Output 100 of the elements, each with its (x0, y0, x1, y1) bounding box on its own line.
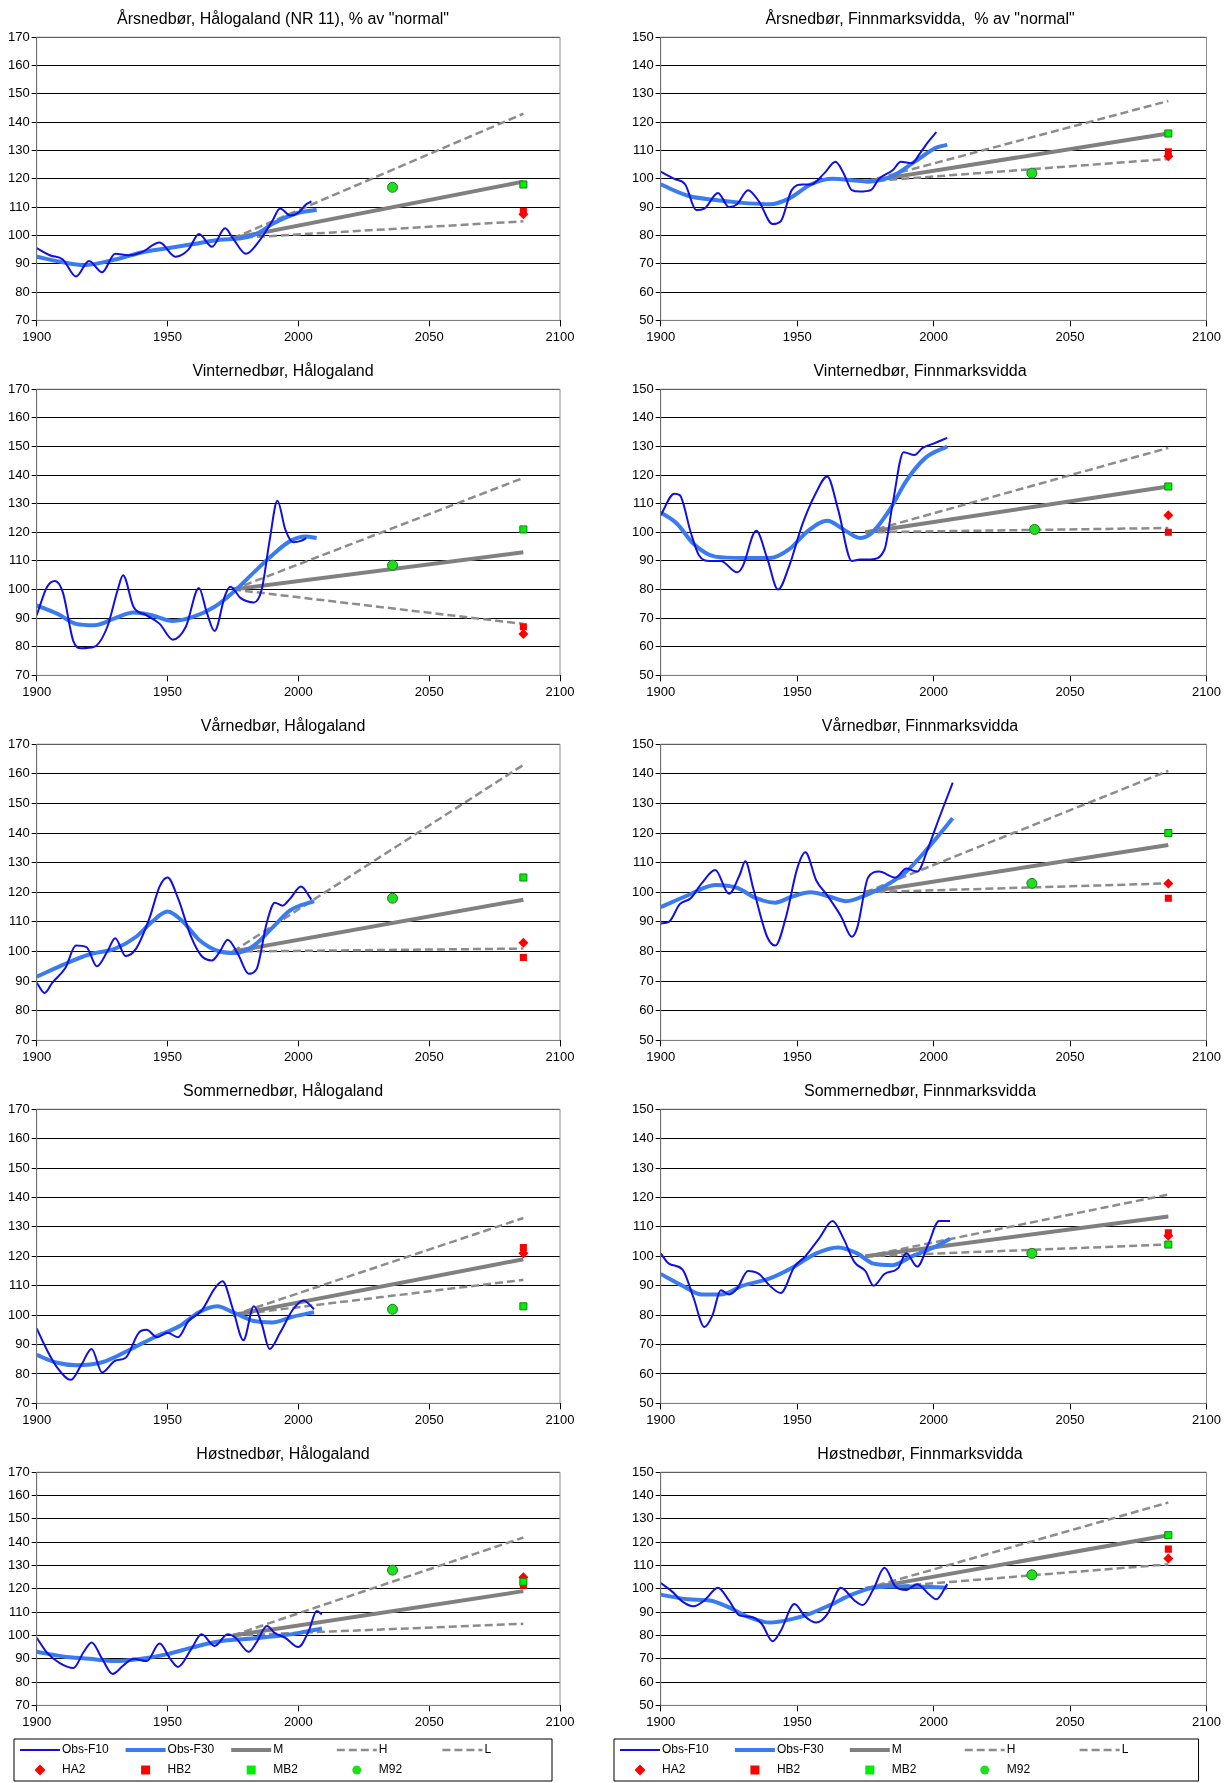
y-tick-label: 150 (631, 380, 654, 396)
x-tick-label: 2050 (414, 328, 444, 344)
y-tick-label: 70 (639, 1336, 654, 1352)
x-tick-label: 1950 (153, 328, 182, 344)
y-tick-label: 100 (631, 883, 654, 899)
legend-label: L (1121, 1742, 1129, 1757)
x-tick-label: 2100 (545, 1048, 575, 1064)
y-tick-label: 110 (632, 142, 654, 158)
y-tick-label: 70 (639, 609, 654, 625)
y-tick-label: 130 (7, 142, 30, 158)
chart-title: Høstnedbør, Finnmarksvidda (817, 1445, 1023, 1463)
y-tick-label: 130 (631, 795, 654, 811)
y-tick-label: 140 (7, 1189, 30, 1205)
y-tick-label: 140 (7, 113, 30, 129)
x-tick-label: 1900 (22, 1713, 52, 1729)
y-tick-label: 70 (15, 1696, 30, 1712)
chart-title: Vinternedbør, Finnmarksvidda (813, 362, 1027, 380)
y-tick-label: 80 (639, 581, 654, 597)
x-tick-label: 2050 (414, 1713, 444, 1729)
x-tick-label: 1950 (782, 328, 812, 344)
x-tick-label: 2100 (1192, 328, 1221, 344)
y-tick-label: 160 (7, 1130, 30, 1146)
y-tick-label: 70 (15, 666, 30, 682)
x-tick-label: 2000 (919, 328, 949, 344)
legend-label: M (273, 1742, 284, 1757)
y-tick-label: 80 (15, 1002, 30, 1018)
x-tick-label: 2000 (919, 1048, 949, 1064)
y-tick-label: 150 (7, 1510, 30, 1526)
x-tick-label: 2000 (283, 683, 313, 699)
legend-label: HB2 (776, 1762, 801, 1777)
chart-title: Vinternedbør, Hålogaland (192, 362, 374, 380)
x-tick-label: 1900 (22, 328, 52, 344)
chart-title: Årsnedbør, Hålogaland (NR 11), % av "normal" (116, 9, 450, 28)
x-tick-label: 1900 (646, 1048, 676, 1064)
x-tick-label: 1900 (646, 1411, 676, 1427)
y-tick-label: 140 (7, 824, 30, 840)
x-tick-label: 1900 (22, 1048, 52, 1064)
y-tick-label: 120 (631, 113, 654, 129)
y-tick-label: 110 (632, 495, 654, 511)
x-tick-label: 1950 (782, 1048, 812, 1064)
y-tick-label: 130 (7, 1218, 30, 1234)
y-tick-label: 110 (632, 854, 654, 870)
legend-label: L (484, 1742, 492, 1757)
legend-label: Obs-F10 (62, 1742, 110, 1757)
y-tick-label: 120 (631, 824, 654, 840)
y-tick-label: 150 (7, 795, 30, 811)
y-tick-label: 150 (7, 438, 30, 454)
x-tick-label: 1900 (646, 683, 676, 699)
y-tick-label: 120 (7, 1247, 30, 1263)
y-tick-label: 80 (639, 1627, 654, 1643)
y-tick-label: 90 (15, 609, 30, 625)
x-tick-label: 1950 (782, 1713, 812, 1729)
y-tick-label: 100 (631, 1247, 654, 1263)
x-tick-label: 2100 (545, 328, 575, 344)
y-tick-label: 160 (7, 409, 30, 425)
x-tick-label: 1950 (153, 1411, 182, 1427)
y-tick-label: 50 (639, 1696, 654, 1712)
x-tick-label: 2000 (919, 683, 949, 699)
legend-label: H (1006, 1742, 1016, 1757)
y-tick-label: 60 (639, 1002, 654, 1018)
chart-title: Sommernedbør, Hålogaland (182, 1082, 384, 1100)
y-tick-label: 50 (639, 1031, 654, 1047)
y-tick-label: 80 (15, 638, 30, 654)
y-tick-label: 130 (631, 438, 654, 454)
y-tick-label: 110 (8, 1603, 30, 1619)
legend-label: Obs-F30 (167, 1742, 215, 1757)
y-tick-label: 120 (7, 883, 30, 899)
y-tick-label: 160 (7, 57, 30, 73)
chart-title: Årsnedbør, Finnmarksvidda, % av "normal" (765, 9, 1075, 28)
y-tick-label: 120 (7, 1580, 30, 1596)
x-tick-label: 1950 (782, 1411, 812, 1427)
legend-label: HB2 (167, 1762, 192, 1777)
y-tick-label: 110 (8, 1277, 30, 1293)
y-tick-label: 130 (7, 1557, 30, 1573)
legend-label: M92 (1006, 1762, 1031, 1777)
legend-label: HA2 (662, 1762, 686, 1777)
y-tick-label: 90 (639, 198, 654, 214)
x-tick-label: 2100 (545, 1713, 575, 1729)
y-tick-label: 120 (7, 523, 30, 539)
y-tick-label: 90 (15, 255, 30, 271)
x-tick-label: 1900 (646, 1713, 676, 1729)
y-tick-label: 140 (631, 1487, 654, 1503)
legend-label: MB2 (891, 1762, 917, 1777)
legend-label: M92 (378, 1762, 403, 1777)
x-tick-label: 1950 (153, 683, 182, 699)
y-tick-label: 150 (7, 1159, 30, 1175)
x-tick-label: 2050 (1055, 1048, 1085, 1064)
y-tick-label: 90 (639, 913, 654, 929)
legend-label: M (891, 1742, 902, 1757)
x-tick-label: 2050 (414, 1411, 444, 1427)
x-tick-label: 2000 (919, 1411, 949, 1427)
y-tick-label: 140 (631, 765, 654, 781)
x-tick-label: 1900 (646, 328, 676, 344)
y-tick-label: 100 (631, 170, 654, 186)
y-tick-label: 120 (631, 1189, 654, 1205)
y-tick-label: 120 (631, 1533, 654, 1549)
y-tick-label: 150 (7, 85, 30, 101)
y-tick-label: 100 (7, 1306, 30, 1322)
y-tick-label: 150 (631, 735, 654, 751)
y-tick-label: 60 (639, 283, 654, 299)
